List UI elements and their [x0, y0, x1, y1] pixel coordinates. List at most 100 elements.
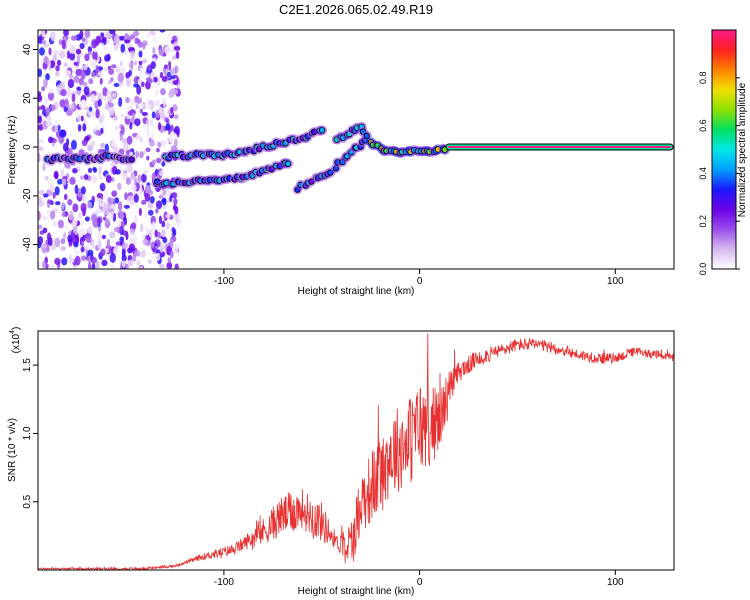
spectrogram-cell [136, 84, 142, 95]
spectrogram-cell [142, 238, 148, 246]
spectrogram-cell [41, 30, 46, 38]
spectrogram-cell [141, 81, 145, 88]
spectrogram-cell [85, 233, 92, 243]
spectrogram-cell [165, 222, 171, 230]
spectrogram-cell [62, 142, 69, 152]
spectrogram-cell [154, 89, 159, 97]
spectrogram-cell [167, 79, 173, 85]
spectrogram-x-ticks: -100 0 100 [214, 269, 624, 287]
spectrogram-cell [125, 77, 132, 88]
spectrogram-cell [172, 204, 177, 211]
spectrogram-cell [122, 172, 128, 181]
spectrogram-cell [158, 194, 164, 199]
spectrogram-cell [328, 170, 333, 175]
snr-line-group [38, 333, 674, 570]
spectrogram-cell [170, 67, 176, 76]
spectrogram-cell [73, 241, 79, 248]
spectrogram-cell [83, 86, 90, 96]
spectrogram-cell [120, 112, 125, 118]
spectrogram-cell [99, 202, 105, 208]
spectrogram-cell [73, 75, 80, 84]
spectrogram-cell [66, 87, 71, 97]
snr-multiplier: (x104) [9, 327, 22, 354]
spectrogram-cell [74, 184, 79, 195]
spectrogram-cell [146, 132, 151, 138]
spectrogram-cell [133, 76, 139, 84]
spectrogram-cell [124, 192, 128, 201]
spectrogram-cell [42, 215, 48, 221]
spectrogram-cell [109, 252, 116, 263]
spectrogram-cell [155, 208, 159, 214]
spectrogram-cell [54, 124, 59, 133]
spectrogram-cell [141, 234, 146, 239]
spectrogram-cell [70, 103, 75, 110]
spectrogram-cell [145, 119, 150, 127]
spectrogram-cell [119, 60, 123, 67]
spectrogram-cell [135, 150, 140, 159]
spectrogram-cell [113, 44, 118, 51]
spectrogram-cell [130, 184, 137, 192]
spectrogram-cell [159, 71, 164, 79]
spectrogram-cell [92, 51, 96, 60]
spectrogram-cell [147, 64, 152, 71]
spectrogram-cell [88, 78, 94, 85]
spectrogram-cell [157, 141, 162, 148]
spectrogram-cell [161, 97, 166, 104]
spectrogram-cell [133, 193, 139, 203]
spectrogram-cell [84, 135, 90, 142]
spectrogram-cell [82, 123, 87, 132]
spectrogram-cell [154, 100, 161, 107]
spectrogram-cell [68, 132, 73, 138]
spectrogram-cell [91, 262, 96, 269]
spectrogram-cell [53, 49, 60, 55]
spectrogram-cell [41, 138, 45, 144]
spectrogram-cell [171, 192, 178, 199]
spectrogram-cell [38, 142, 41, 147]
spectrogram-cell [38, 94, 43, 102]
spectrogram-cell [101, 111, 105, 122]
spectrogram-cell [84, 53, 90, 62]
spectrogram-cell [76, 86, 82, 91]
spectrogram-cell [167, 71, 171, 78]
colorbar: 0.0 0.2 0.4 0.6 0.8 Normalized spectral ampl… [698, 29, 748, 275]
spectrogram-cell [137, 174, 142, 183]
snr-series-line [38, 333, 674, 570]
spectrogram-x-tick-label: 100 [607, 276, 624, 287]
spectrogram-cell [151, 159, 156, 165]
spectrogram-cell [77, 124, 82, 132]
spectrogram-cell [105, 174, 112, 184]
spectrogram-cell [42, 261, 46, 269]
spectrogram-cell [173, 138, 178, 148]
colorbar-gradient [711, 29, 737, 270]
spectrogram-cell [46, 209, 50, 215]
spectrogram-cell [113, 82, 120, 88]
spectrogram-cell [95, 260, 100, 269]
spectrogram-cell [52, 138, 57, 144]
spectrogram-cell [83, 64, 88, 71]
spectrogram-cell [103, 66, 108, 73]
spectrogram-cell [145, 226, 150, 236]
spectrogram-cell [49, 184, 55, 192]
spectrogram-cell [153, 76, 158, 83]
spectrogram-cell [80, 115, 84, 122]
spectrogram-cell [139, 223, 144, 233]
spectrogram-cell [134, 177, 138, 185]
spectrogram-cell [117, 182, 122, 191]
spectrogram-cell [52, 192, 56, 199]
spectrogram-cell [64, 224, 69, 231]
spectrogram-cell [161, 161, 166, 167]
spectrogram-cell [38, 224, 43, 230]
spectrogram-cell [157, 122, 162, 131]
spectrogram-cell [95, 64, 99, 75]
spectrogram-cell [45, 73, 50, 81]
spectrogram-cell [161, 75, 168, 82]
spectrogram-cell [160, 140, 167, 146]
spectrogram-cell [127, 47, 135, 52]
spectrogram-cell [164, 45, 171, 55]
spectrogram-cell [122, 242, 128, 250]
spectrogram-cell [81, 99, 87, 108]
spectrogram-cell [124, 97, 130, 103]
spectrogram-cell [173, 45, 181, 51]
snr-y-label: SNR (10 * v/v) [7, 418, 18, 482]
spectrogram-cell [88, 106, 93, 112]
